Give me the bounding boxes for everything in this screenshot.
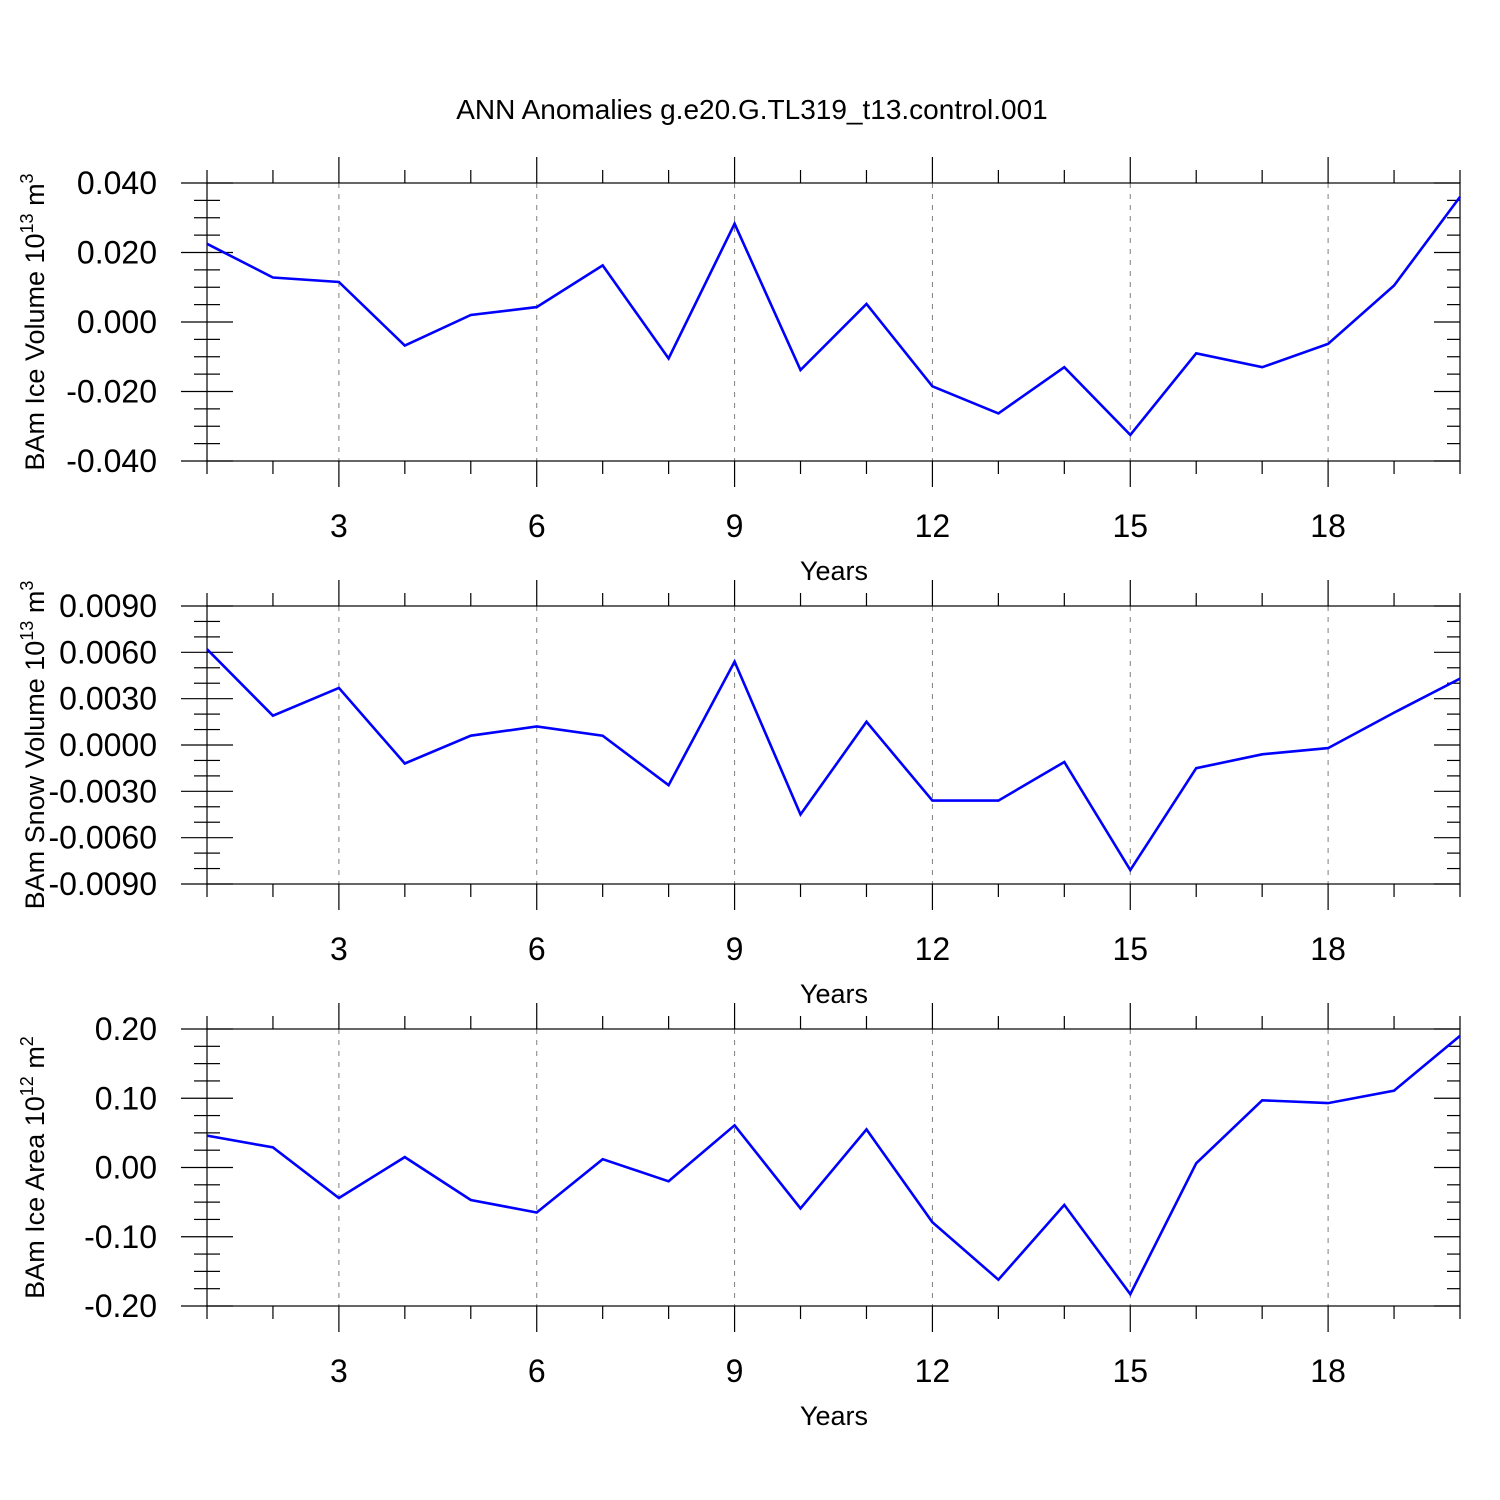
chart-title: ANN Anomalies g.e20.G.TL319_t13.control.… (456, 94, 1047, 125)
ice-area-series-line (206, 1034, 1461, 1297)
ice-volume-xtick-label: 3 (330, 508, 348, 544)
ice-area-ytick-label: 0.10 (95, 1080, 157, 1116)
snow-volume-ytick-label: 0.0060 (59, 634, 157, 670)
ice-area-xtick-label: 6 (528, 1353, 546, 1389)
snow-volume-xtick-label: 18 (1310, 931, 1346, 967)
ice-volume-xtick-label: 6 (528, 508, 546, 544)
snow-volume-ylabel: BAm Snow Volume 1013 m3 (17, 581, 50, 910)
ice-area-ytick-label: -0.10 (84, 1219, 157, 1255)
snow-volume-xlabel: Years (800, 979, 868, 1009)
ice-area-ytick-label: 0.00 (95, 1150, 157, 1186)
panel-snow-volume: 3 6 9 12 15 18 Years -0.0090 -0.0060 -0.0030 0.000… (17, 580, 1461, 1009)
ice-volume-series-line (206, 196, 1462, 437)
snow-volume-xtick-label: 15 (1112, 931, 1148, 967)
ice-volume-plot-frame (206, 182, 1461, 462)
snow-volume-xtick-label: 12 (915, 931, 951, 967)
ice-volume-ylabel: BAm Ice Volume 1013 m3 (17, 173, 50, 470)
ice-volume-xtick-label: 15 (1112, 508, 1148, 544)
snow-volume-xtick-label: 6 (528, 931, 546, 967)
ice-volume-xlabel: Years (800, 556, 868, 586)
snow-volume-ytick-label: 0.0000 (59, 727, 157, 763)
snow-volume-plot-frame (206, 605, 1461, 885)
ice-area-xlabel: Years (800, 1401, 868, 1431)
ice-area-xtick-label: 18 (1310, 1353, 1346, 1389)
snow-volume-ytick-label: 0.0030 (59, 681, 157, 717)
ice-area-xtick-label: 3 (330, 1353, 348, 1389)
ice-area-xtick-label: 9 (726, 1353, 744, 1389)
snow-volume-series-line (206, 648, 1461, 873)
panel-ice-volume: 3 6 9 12 15 18 Years -0.040 -0.020 0.000 0.020 0.04… (17, 157, 1462, 586)
snow-volume-ytick-label: -0.0090 (48, 866, 157, 902)
ice-volume-ytick-label: -0.020 (66, 374, 157, 410)
panel-ice-area: 3 6 9 12 15 18 Years -0.20 -0.10 0.00 0.10 0.20 BAm … (17, 1003, 1461, 1431)
ice-volume-xtick-label: 9 (726, 508, 744, 544)
snow-volume-xtick-label: 3 (330, 931, 348, 967)
snow-volume-ytick-label: -0.0060 (48, 820, 157, 856)
ice-volume-ytick-label: 0.020 (77, 235, 157, 271)
ice-volume-xtick-label: 12 (915, 508, 951, 544)
ice-volume-ytick-label: -0.040 (66, 443, 157, 479)
ice-area-ylabel: BAm Ice Area 1012 m2 (17, 1036, 50, 1299)
ice-area-ytick-label: 0.20 (95, 1011, 157, 1047)
ice-area-ytick-label: -0.20 (84, 1288, 157, 1324)
ice-area-xtick-label: 15 (1112, 1353, 1148, 1389)
snow-volume-xtick-label: 9 (726, 931, 744, 967)
ice-volume-ytick-label: 0.040 (77, 165, 157, 201)
ice-volume-ytick-label: 0.000 (77, 304, 157, 340)
ice-volume-xtick-label: 18 (1310, 508, 1346, 544)
snow-volume-ytick-label: 0.0090 (59, 588, 157, 624)
snow-volume-ytick-label: -0.0030 (48, 773, 157, 809)
ice-area-xtick-label: 12 (915, 1353, 951, 1389)
